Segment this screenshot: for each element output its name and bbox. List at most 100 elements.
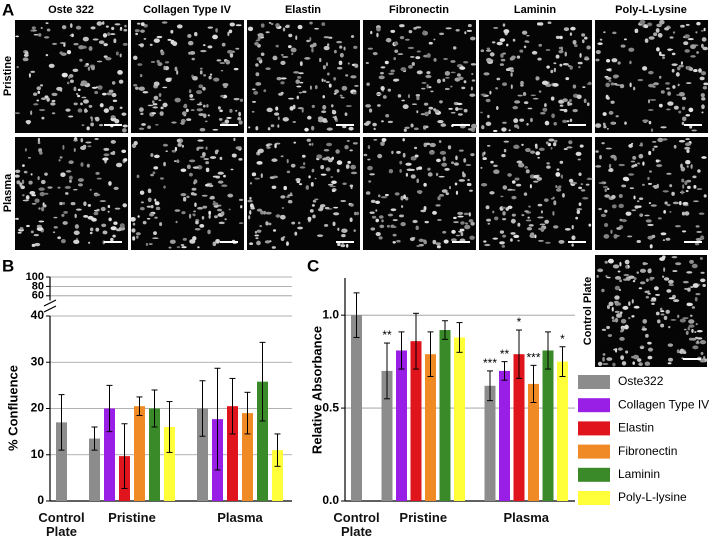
cell: [571, 235, 576, 241]
cell: [73, 86, 77, 92]
cell: [339, 52, 344, 58]
cell: [544, 198, 549, 202]
cell: [285, 24, 290, 28]
cell: [98, 40, 105, 45]
cell: [28, 73, 31, 78]
cell: [30, 173, 33, 176]
cell: [189, 239, 196, 244]
cell: [401, 99, 405, 102]
cell: [174, 209, 181, 212]
cell: [550, 197, 555, 200]
cell: [68, 115, 74, 118]
cell: [325, 62, 329, 67]
cell: [348, 126, 354, 131]
cell: [176, 138, 181, 143]
cell: [502, 234, 507, 238]
cell: [437, 120, 444, 124]
cell: [333, 92, 337, 95]
cell: [684, 211, 690, 216]
cell: [461, 86, 466, 90]
cell: [525, 148, 531, 153]
error-bar: [136, 396, 143, 416]
cell: [638, 362, 643, 367]
cell: [615, 115, 619, 118]
cell: [441, 189, 448, 193]
cell: [228, 208, 231, 211]
cell: [569, 65, 573, 70]
micrograph: [131, 20, 244, 133]
cell: [669, 36, 674, 39]
cell: [286, 241, 289, 246]
cell: [562, 63, 569, 66]
cell: [327, 183, 334, 186]
micrograph-bg: [479, 137, 592, 250]
cell: [139, 74, 143, 78]
cell: [676, 66, 681, 71]
cell: [171, 149, 177, 153]
cell: [439, 193, 445, 197]
cell: [678, 110, 682, 114]
cell: [598, 182, 604, 184]
cell: [686, 165, 689, 168]
cell: [517, 239, 520, 242]
cell: [181, 111, 187, 116]
cell: [390, 208, 397, 212]
cell: [65, 170, 72, 173]
cell: [119, 26, 123, 30]
cell: [599, 38, 603, 41]
cell: [584, 56, 589, 59]
cell: [489, 191, 495, 195]
cell: [393, 41, 399, 46]
cell: [538, 147, 545, 151]
cell: [544, 219, 550, 224]
cell: [662, 275, 665, 278]
cell: [217, 180, 224, 184]
cell: [433, 38, 436, 41]
cell: [530, 150, 536, 154]
cell: [582, 197, 589, 200]
cell: [683, 328, 687, 331]
cell: [620, 44, 626, 48]
cell: [130, 216, 136, 222]
cell: [411, 103, 417, 106]
cell: [21, 179, 25, 185]
cell: [37, 140, 41, 145]
cell: [43, 36, 50, 39]
cell: [458, 149, 464, 152]
bar: [104, 408, 115, 501]
cell: [615, 302, 622, 306]
cell: [121, 149, 127, 153]
cell: [603, 234, 610, 239]
cell: [296, 95, 300, 100]
cell: [208, 75, 212, 80]
cell: [550, 69, 554, 74]
cell: [682, 280, 689, 284]
cell: [537, 156, 540, 159]
cell: [238, 222, 244, 224]
cell: [467, 23, 472, 28]
cell: [463, 212, 469, 216]
cell: [662, 138, 668, 141]
cell: [648, 36, 655, 40]
cell: [280, 81, 285, 85]
cell: [40, 206, 45, 212]
cell: [251, 172, 257, 177]
cell: [298, 183, 303, 186]
cell: [644, 290, 650, 293]
cell: [150, 173, 154, 177]
cell: [501, 127, 507, 132]
cell: [180, 121, 185, 125]
cell: [320, 173, 327, 176]
cell: [80, 82, 85, 87]
cell: [180, 168, 187, 172]
cell: [462, 173, 466, 178]
cell: [681, 178, 685, 183]
cell: [445, 192, 450, 196]
cell: [560, 46, 563, 51]
cell: [491, 41, 496, 44]
cell: [702, 284, 706, 288]
cell: [685, 138, 690, 141]
cell: [519, 49, 524, 53]
cell: [375, 93, 382, 96]
cell: [578, 202, 582, 206]
